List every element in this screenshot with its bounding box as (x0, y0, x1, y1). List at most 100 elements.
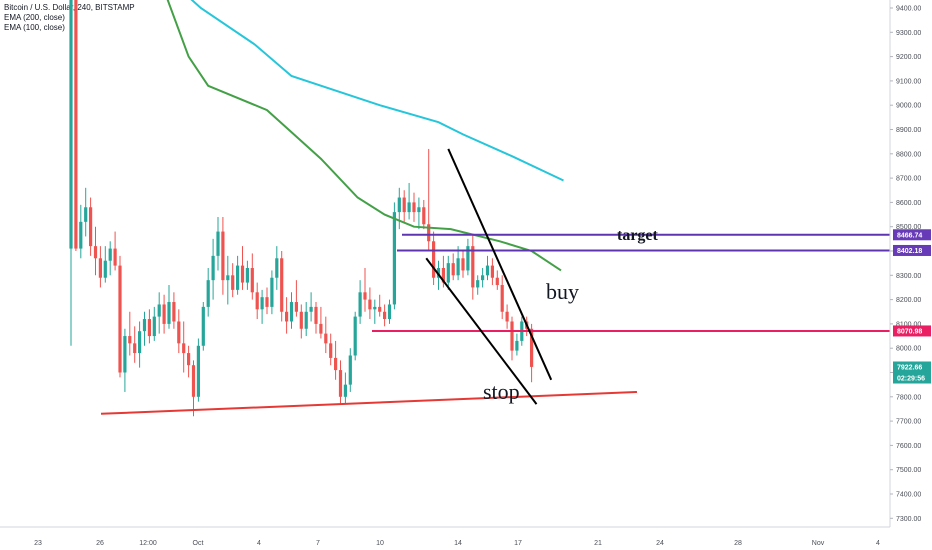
candle-10 (118, 255, 122, 378)
time-tick-label: 21 (594, 540, 602, 547)
price-tag-bg (893, 372, 931, 384)
candle-62 (373, 299, 377, 324)
annotation-stop: stop (483, 379, 520, 404)
candle-body (133, 343, 137, 354)
candle-57 (348, 348, 352, 392)
candle-body (280, 258, 284, 312)
candle-body (348, 355, 352, 385)
candle-body (157, 304, 161, 317)
candle-body (387, 304, 392, 320)
ema200-line (166, 0, 562, 272)
candle-53 (329, 333, 333, 366)
candle-41 (270, 270, 274, 315)
candle-body (74, 0, 78, 249)
candle-body (236, 265, 240, 290)
candle-body (138, 331, 142, 354)
candle-body (299, 311, 303, 329)
price-tag-price: 7922.66 (893, 361, 931, 373)
candle-5 (93, 226, 98, 276)
candle-body (201, 306, 205, 346)
candle-19 (162, 294, 166, 334)
ema100-line (190, 0, 564, 182)
candle-body (275, 258, 279, 278)
candle-body (397, 197, 401, 213)
time-tick-label: 24 (656, 540, 664, 547)
candle-18 (157, 292, 161, 334)
time-tick-label: 14 (454, 540, 462, 547)
candle-body (226, 275, 230, 281)
time-tick-label: 26 (96, 540, 104, 547)
candle-70 (412, 192, 416, 222)
candle-86 (490, 258, 494, 286)
candle-body (471, 246, 475, 288)
candle-27 (201, 302, 205, 351)
candle-3 (84, 187, 88, 237)
candle-26 (196, 338, 200, 402)
price-tag-bg (893, 244, 931, 256)
candle-32 (226, 255, 230, 305)
candle-body (89, 207, 93, 247)
candle-body (177, 321, 181, 344)
candle-4 (89, 197, 93, 256)
candle-body (103, 260, 107, 278)
time-axis: 23 26 12:00 Oct 4 7 10 14 17 21 24 28 Nov 4 (0, 526, 932, 550)
price-tick-label: 8200.00 (896, 297, 921, 304)
time-tick-label: 17 (514, 540, 522, 547)
candle-body (427, 224, 431, 242)
candle-body (304, 311, 308, 329)
candle-body (319, 323, 323, 334)
candle-71 (417, 197, 421, 230)
candle-68 (402, 190, 406, 222)
price-tag-countdown: 02:29:56 (893, 372, 931, 384)
candle-43 (280, 251, 284, 322)
time-tick-label: Nov (812, 540, 825, 547)
annotation-buy: buy (546, 279, 579, 304)
candle-42 (275, 246, 279, 290)
time-tick-label: 12:00 (139, 540, 157, 547)
candle-64 (383, 304, 387, 327)
candle-12 (128, 311, 132, 356)
candle-body (128, 336, 132, 344)
candle-85 (485, 255, 490, 281)
candle-55 (338, 360, 343, 405)
candle-14 (138, 321, 142, 368)
price-tick-label: 9000.00 (896, 103, 921, 110)
candle-17 (152, 306, 156, 341)
candle-63 (378, 294, 382, 317)
time-tick-label: 4 (876, 540, 880, 547)
candle-66 (392, 202, 396, 310)
price-tick-label: 8000.00 (896, 346, 921, 353)
candle-body (368, 299, 372, 310)
candle-body (402, 197, 406, 213)
candle-28 (206, 268, 210, 317)
candle-78 (451, 253, 455, 281)
chart-legend: Bitcoin / U.S. Dollar, 240, BITSTAMP EMA… (4, 3, 135, 33)
time-tick-label: 4 (257, 540, 261, 547)
candle-body (289, 302, 294, 322)
price-tick-label: 9200.00 (896, 54, 921, 61)
price-axis: 9400.00 9300.00 9200.00 9100.00 9000.00 8900.… (889, 0, 932, 547)
candle-body (167, 302, 171, 324)
candle-0 (69, 0, 73, 346)
candle-body (417, 207, 421, 213)
candle-body (265, 297, 269, 307)
candle-body (461, 258, 465, 271)
candle-89 (505, 304, 509, 329)
price-tag-label: 02:29:56 (897, 375, 925, 382)
candle-body (260, 297, 264, 310)
candle-body (329, 343, 333, 358)
candle-40 (265, 287, 269, 315)
candle-31 (221, 216, 225, 295)
candle-body (309, 306, 313, 312)
candle-body (285, 311, 289, 322)
candle-15 (142, 311, 147, 346)
candle-body (216, 231, 220, 256)
candle-2 (79, 204, 83, 259)
candle-6 (98, 246, 102, 288)
price-axis-bg (890, 0, 932, 527)
candle-65 (387, 299, 392, 324)
candle-body (187, 353, 191, 366)
price-tick-label: 7700.00 (896, 419, 921, 426)
candle-60 (363, 268, 367, 312)
